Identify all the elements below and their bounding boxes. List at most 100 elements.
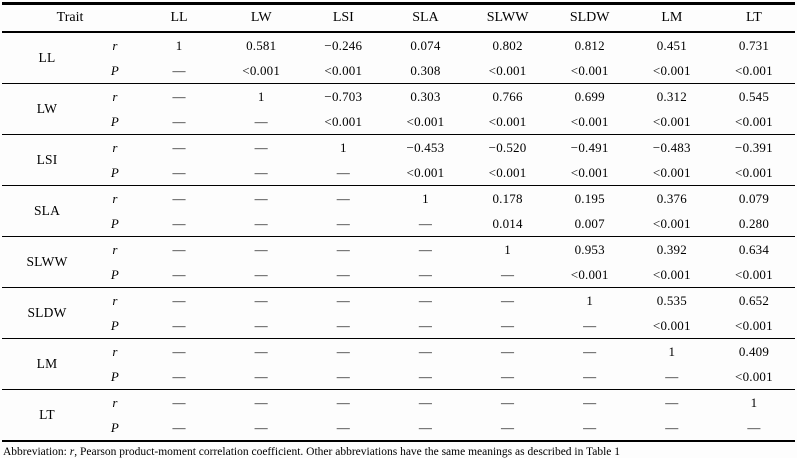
header-trait: Trait (2, 3, 138, 33)
footnote-rest: , Pearson product-moment correlation coe… (74, 446, 621, 458)
cell-lt-p-slww: — (466, 415, 549, 442)
cell-lw-r-lw: 1 (257, 88, 265, 104)
cell-slww-r-sla: — (418, 241, 433, 257)
cell-ll-p-sla: 0.308 (384, 58, 467, 84)
row-sldw-r: SLDW r — — — — —1 0.535 0.652 (2, 287, 795, 339)
trait-label-lt: LT (2, 389, 92, 442)
cell-sldw-p-lsi: — (302, 313, 385, 339)
cell-sldw-r-lt: 0.652 (738, 292, 770, 308)
cell-ll-p-sldw: <0.001 (548, 58, 631, 84)
cell-sla-p-slww: 0.014 (466, 211, 549, 237)
cell-lm-r-ll: — (172, 343, 186, 359)
stat-label-r: r (112, 292, 118, 308)
cell-lw-p-lsi: <0.001 (302, 109, 385, 135)
cell-lt-r-lt: 1 (750, 394, 758, 410)
cell-sla-p-lt: 0.280 (712, 211, 795, 237)
cell-lt-p-lm: — (630, 415, 713, 442)
cell-lsi-r-slww: −0.520 (488, 139, 527, 155)
cell-sla-r-lsi: — (336, 190, 350, 206)
cell-slww-p-ll: — (138, 262, 221, 288)
cell-sla-r-sla: 1 (422, 190, 429, 206)
stat-label-r: r (112, 139, 118, 155)
cell-lt-r-lsi: — (336, 394, 350, 410)
cell-lw-p-sla: <0.001 (384, 109, 467, 135)
cell-lw-r-slww: 0.766 (492, 88, 523, 104)
cell-slww-r-ll: — (172, 241, 186, 257)
cell-lt-p-ll: — (138, 415, 221, 442)
cell-lm-p-lsi: — (302, 364, 385, 390)
cell-sla-r-sldw: 0.195 (574, 190, 605, 206)
cell-sla-p-lw: — (220, 211, 303, 237)
cell-lsi-r-lt: −0.391 (735, 139, 773, 155)
row-slww-p: P — — — — — <0.001 <0.001 <0.001 (2, 262, 795, 288)
cell-lw-p-sldw: <0.001 (548, 109, 631, 135)
cell-sldw-r-sla: — (418, 292, 433, 308)
cell-sldw-r-lsi: — (336, 292, 350, 308)
trait-label-lm: LM (2, 338, 92, 390)
cell-slww-p-sla: — (384, 262, 467, 288)
cell-sla-p-lm: <0.001 (630, 211, 713, 237)
stat-label-p: P (92, 415, 138, 442)
row-lm-r: LM r — — — — — —1 0.409 (2, 338, 795, 390)
header-col-lsi: LSI (302, 3, 385, 33)
cell-sldw-p-lt: <0.001 (712, 313, 795, 339)
trait-label-sla: SLA (2, 185, 92, 237)
cell-lm-r-sldw: — (583, 343, 597, 359)
cell-ll-p-lt: <0.001 (712, 58, 795, 84)
cell-lw-r-ll: — (172, 88, 186, 104)
row-ll-p: P — <0.001 <0.001 0.308 <0.001 <0.001 <0.001 <0.… (2, 58, 795, 84)
cell-sldw-p-slww: — (466, 313, 549, 339)
cell-lm-r-lw: — (254, 343, 268, 359)
cell-lt-r-sla: — (418, 394, 433, 410)
cell-ll-p-lsi: <0.001 (302, 58, 385, 84)
cell-lsi-p-sla: <0.001 (384, 160, 467, 186)
cell-ll-r-sla: 0.074 (410, 37, 441, 53)
cell-lw-r-lt: 0.545 (738, 88, 770, 104)
cell-lm-r-sla: — (418, 343, 433, 359)
footnote-r-symbol: r (69, 446, 75, 458)
cell-lsi-p-slww: <0.001 (466, 160, 549, 186)
trait-label-lsi: LSI (2, 134, 92, 186)
header-row: Trait LL LW LSI SLA SLWW SLDW LM LT (2, 3, 795, 33)
cell-lt-p-lsi: — (302, 415, 385, 442)
stat-label-p: P (92, 364, 138, 390)
cell-slww-p-lsi: — (302, 262, 385, 288)
row-lt-r: LT r — — — — — — —1 (2, 389, 795, 442)
cell-lsi-r-ll: — (172, 139, 186, 155)
stat-label-r: r (112, 88, 118, 104)
row-lm-p: P — — — — — — — <0.001 (2, 364, 795, 390)
cell-ll-r-slww: 0.802 (492, 37, 523, 53)
cell-lt-p-lw: — (220, 415, 303, 442)
table-header: Trait LL LW LSI SLA SLWW SLDW LM LT (2, 3, 795, 33)
cell-ll-p-lw: <0.001 (220, 58, 303, 84)
cell-lsi-p-lm: <0.001 (630, 160, 713, 186)
row-slww-r: SLWW r — — — —1 0.953 0.392 0.634 (2, 236, 795, 288)
cell-slww-p-lw: — (220, 262, 303, 288)
cell-ll-r-lt: 0.731 (738, 37, 770, 53)
cell-lsi-r-lm: −0.483 (652, 139, 691, 155)
stat-label-r: r (112, 241, 118, 257)
cell-slww-p-lm: <0.001 (630, 262, 713, 288)
cell-lm-r-lm: 1 (668, 343, 676, 359)
cell-lt-r-lw: — (254, 394, 268, 410)
cell-lsi-r-lsi: 1 (339, 139, 347, 155)
cell-slww-r-lt: 0.634 (738, 241, 770, 257)
stat-label-p: P (92, 313, 138, 339)
row-lw-p: P — — <0.001 <0.001 <0.001 <0.001 <0.001 <0.001 (2, 109, 795, 135)
cell-slww-r-lm: 0.392 (656, 241, 687, 257)
trait-label-lw: LW (2, 83, 92, 135)
row-sldw-p: P — — — — — — <0.001 <0.001 (2, 313, 795, 339)
cell-ll-r-lsi: −0.246 (324, 37, 363, 53)
cell-lsi-p-ll: — (138, 160, 221, 186)
row-lw-r: LW r — 1 −0.703 0.303 0.766 0.699 0.312 0.545 (2, 83, 795, 135)
header-col-slww: SLWW (466, 3, 549, 33)
cell-lsi-r-sldw: −0.491 (570, 139, 609, 155)
cell-sldw-r-slww: — (500, 292, 515, 308)
cell-lw-r-sla: 0.303 (410, 88, 441, 104)
table-footnote: Abbreviation: r, Pearson product-moment … (2, 442, 795, 458)
cell-lt-p-sla: — (384, 415, 467, 442)
cell-lsi-p-lt: <0.001 (712, 160, 795, 186)
stat-label-r: r (112, 394, 118, 410)
cell-lm-p-lm: — (630, 364, 713, 390)
